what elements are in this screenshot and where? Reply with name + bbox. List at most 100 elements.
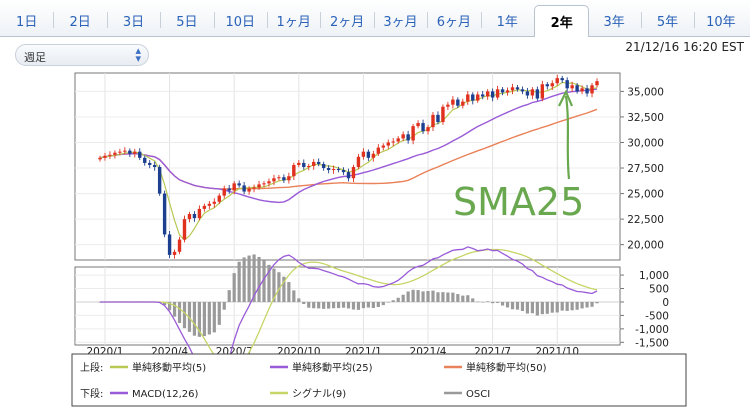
tab-14[interactable]: 10年 [706, 14, 736, 30]
price-tick-label: 32,500 [627, 112, 664, 124]
tab-separator [213, 12, 215, 28]
candle-body [316, 161, 321, 164]
candle-body [500, 89, 505, 93]
up-down-chevron-icon: ▴ ▾ [135, 44, 141, 65]
candle-body [202, 205, 207, 209]
legend-lower-label: OSCI [466, 389, 490, 400]
osci-bar [391, 300, 395, 302]
osci-bar [158, 301, 162, 303]
sma25-annotation: SMA25 [453, 180, 584, 224]
osci-bar [426, 291, 430, 302]
candle-body [466, 94, 470, 102]
osci-bar [530, 301, 534, 314]
signal-line [100, 248, 598, 371]
tab-separator [106, 12, 108, 28]
osci-bar [317, 301, 321, 309]
osci-bar [327, 301, 331, 309]
osci-bar [187, 301, 192, 332]
tab-8[interactable]: 3ヶ月 [383, 14, 418, 30]
sma25-line [99, 88, 598, 204]
candle-body [540, 84, 545, 99]
legend-upper-label: 単純移動平均(50) [466, 361, 547, 374]
candle-body [361, 151, 366, 157]
candle-body [456, 99, 460, 106]
osci-bar [491, 301, 495, 304]
candle-body [580, 88, 584, 92]
tab-13[interactable]: 5年 [656, 14, 679, 30]
osci-bar [237, 261, 241, 302]
tab-5[interactable]: 10日 [225, 14, 256, 30]
candle-body [272, 178, 276, 182]
osci-bar [575, 301, 579, 310]
candle-body [182, 219, 187, 240]
osci-bar [500, 301, 505, 306]
osci-bar [307, 301, 311, 308]
osci-bar [242, 257, 246, 302]
tab-1[interactable]: 1日 [16, 14, 38, 30]
osci-bar [411, 289, 415, 302]
candle-body [232, 183, 236, 191]
osci-bar [476, 301, 480, 303]
macd-line [100, 246, 598, 387]
macd-tick-label: 1,000 [639, 270, 669, 282]
tab-11[interactable]: 2年 [534, 5, 590, 37]
candle-body [312, 161, 316, 166]
price-tick-label: 25,000 [627, 189, 664, 201]
candle-body [326, 168, 331, 171]
candle-body [401, 134, 405, 139]
osci-bar [267, 264, 271, 302]
tab-4[interactable]: 5日 [176, 14, 198, 30]
candle-body [411, 126, 415, 141]
tab-3[interactable]: 3日 [122, 14, 145, 30]
candle-body [386, 142, 390, 146]
osci-bar [461, 295, 465, 302]
period-select[interactable]: 週足 ▴ ▾ [15, 44, 149, 66]
macd-tick-label: 0 [662, 297, 669, 309]
osci-bar [148, 301, 152, 303]
candle-body [302, 162, 306, 168]
candle-body [287, 176, 291, 181]
osci-bar [381, 301, 385, 306]
candle-body [485, 91, 490, 97]
osci-bar [103, 301, 107, 303]
tab-12[interactable]: 3年 [603, 14, 625, 30]
tab-7[interactable]: 2ヶ月 [329, 14, 365, 30]
legend-upper-label: 単純移動平均(5) [132, 361, 206, 374]
price-panel-frame [74, 72, 621, 261]
x-tick-label: 2021/4 [410, 346, 447, 358]
osci-bar [232, 273, 236, 302]
candle-body [495, 89, 500, 98]
period-tab-bar: 1日 2日 3日 5日 10日 1ヶ月 2ヶ月 3ヶ月 6ヶ月 1年 2年 3年 5年 10年 [0, 0, 750, 37]
candle-body [242, 185, 246, 192]
candle-body [565, 80, 569, 89]
osci-bar [227, 290, 231, 302]
x-tick-label: 2020/4 [151, 346, 188, 358]
candle-body [406, 134, 410, 141]
candle-body [590, 85, 594, 94]
osci-bar [446, 292, 450, 302]
annotation-arrow [564, 95, 571, 180]
candle-body [530, 89, 535, 96]
osci-bar [287, 282, 291, 302]
candle-body [282, 177, 286, 181]
osci-bar [282, 276, 286, 302]
osci-bar [336, 301, 341, 309]
tab-separator [480, 12, 482, 28]
osci-bar [366, 301, 370, 308]
candle-body [162, 193, 167, 235]
candle-body [252, 187, 256, 189]
tab-9[interactable]: 6ヶ月 [436, 14, 472, 30]
tab-2[interactable]: 2日 [69, 14, 91, 30]
osci-bar [396, 297, 400, 302]
tab-6[interactable]: 1ヶ月 [276, 14, 311, 30]
candle-body [167, 234, 172, 255]
osci-bar [525, 301, 530, 314]
candle-body [237, 183, 241, 186]
osci-bar [331, 301, 336, 309]
osci-bar [247, 255, 251, 302]
candle-body [133, 151, 137, 154]
x-tick-label: 2021/10 [535, 346, 579, 358]
osci-bar [540, 301, 544, 315]
tab-10[interactable]: 1年 [496, 14, 518, 30]
osci-bar [585, 301, 589, 308]
